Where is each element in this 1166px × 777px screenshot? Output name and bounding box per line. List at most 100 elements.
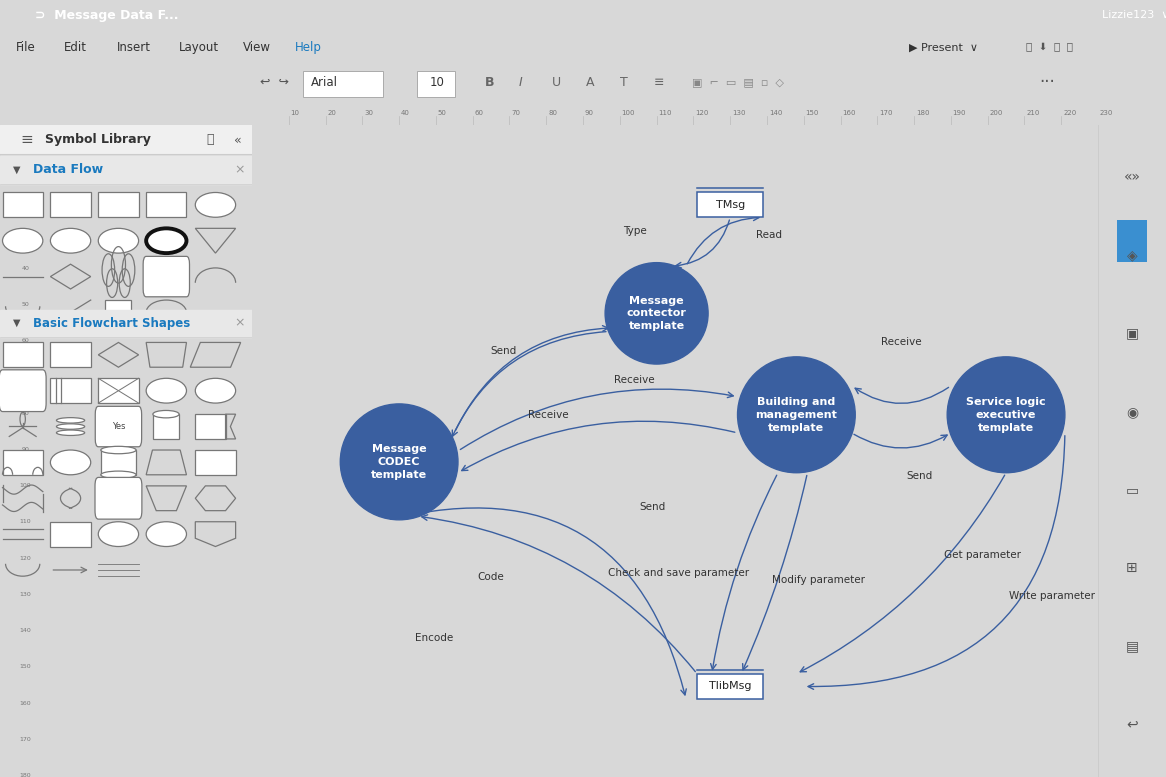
- Text: TMsg: TMsg: [716, 200, 745, 210]
- Text: ◈: ◈: [1126, 249, 1137, 263]
- Text: 50: 50: [437, 110, 447, 116]
- Text: ▣: ▣: [1125, 326, 1138, 340]
- Circle shape: [947, 357, 1065, 472]
- Text: Insert: Insert: [117, 41, 150, 54]
- Text: Data Flow: Data Flow: [33, 163, 103, 176]
- Text: 130: 130: [732, 110, 745, 116]
- FancyBboxPatch shape: [100, 450, 136, 475]
- FancyBboxPatch shape: [50, 343, 91, 368]
- Text: 40: 40: [401, 110, 409, 116]
- FancyBboxPatch shape: [697, 674, 764, 699]
- Ellipse shape: [153, 410, 180, 418]
- FancyBboxPatch shape: [94, 477, 142, 519]
- Circle shape: [738, 357, 855, 472]
- Text: U: U: [553, 75, 562, 89]
- Text: 80: 80: [548, 110, 557, 116]
- FancyBboxPatch shape: [50, 521, 91, 546]
- FancyBboxPatch shape: [143, 256, 190, 297]
- Text: TlibMsg: TlibMsg: [709, 681, 751, 692]
- Text: 30: 30: [21, 230, 29, 235]
- Ellipse shape: [56, 417, 85, 423]
- Ellipse shape: [146, 378, 187, 403]
- Text: ▤: ▤: [1125, 639, 1138, 653]
- Text: View: View: [243, 41, 271, 54]
- Text: Check and save parameter: Check and save parameter: [609, 568, 750, 578]
- Ellipse shape: [56, 423, 85, 429]
- Text: 160: 160: [20, 701, 31, 706]
- Text: «»: «»: [1124, 170, 1140, 184]
- Text: Type: Type: [623, 226, 646, 236]
- Text: Yes: Yes: [112, 422, 125, 431]
- Ellipse shape: [100, 471, 136, 479]
- Bar: [0, 156, 252, 183]
- Text: ×: ×: [234, 163, 245, 176]
- Text: Write parameter: Write parameter: [1009, 591, 1095, 601]
- Text: Modify parameter: Modify parameter: [772, 576, 865, 586]
- Text: Send: Send: [640, 502, 666, 512]
- Text: ◉: ◉: [1126, 405, 1138, 419]
- FancyBboxPatch shape: [303, 71, 384, 97]
- Text: ⊃  Message Data F...: ⊃ Message Data F...: [35, 9, 178, 22]
- Text: «: «: [234, 134, 243, 147]
- Text: ▼: ▼: [13, 165, 20, 175]
- Text: 150: 150: [806, 110, 819, 116]
- Text: 10: 10: [21, 157, 29, 162]
- Text: A: A: [586, 75, 595, 89]
- Circle shape: [340, 404, 458, 520]
- Text: Read: Read: [756, 229, 781, 239]
- Bar: [0, 309, 252, 337]
- Ellipse shape: [98, 521, 139, 546]
- Text: Building and
management
template: Building and management template: [756, 397, 837, 433]
- Text: 110: 110: [20, 520, 31, 524]
- Text: 140: 140: [20, 628, 31, 633]
- Text: I: I: [519, 75, 522, 89]
- Text: 20: 20: [328, 110, 336, 116]
- Text: 90: 90: [21, 447, 29, 452]
- Text: Receive: Receive: [528, 409, 568, 420]
- Text: ···: ···: [1039, 73, 1054, 91]
- Text: ▭: ▭: [1125, 483, 1138, 497]
- Text: 190: 190: [953, 110, 967, 116]
- Ellipse shape: [50, 228, 91, 253]
- Text: ▶ Present  ∨: ▶ Present ∨: [909, 43, 978, 53]
- Text: ▣  ⌐  ▭  ▤  ▫  ◇: ▣ ⌐ ▭ ▤ ▫ ◇: [691, 77, 784, 87]
- Text: 100: 100: [621, 110, 635, 116]
- Text: 180: 180: [20, 773, 31, 777]
- Text: B: B: [485, 75, 494, 89]
- Text: 💾  ⬇  🖨  ⌗: 💾 ⬇ 🖨 ⌗: [1026, 43, 1073, 53]
- Text: Code: Code: [478, 572, 505, 582]
- Ellipse shape: [100, 446, 136, 454]
- FancyBboxPatch shape: [2, 193, 43, 218]
- Text: Arial: Arial: [311, 75, 338, 89]
- FancyBboxPatch shape: [195, 450, 236, 475]
- Text: Service logic
executive
template: Service logic executive template: [967, 397, 1046, 433]
- Text: 110: 110: [659, 110, 672, 116]
- FancyBboxPatch shape: [2, 450, 43, 475]
- Text: 160: 160: [842, 110, 856, 116]
- Text: 90: 90: [585, 110, 593, 116]
- Text: Message
contector
template: Message contector template: [626, 295, 687, 331]
- Circle shape: [605, 263, 708, 364]
- Text: ↩: ↩: [1126, 718, 1138, 732]
- Text: Get parameter: Get parameter: [943, 550, 1020, 560]
- FancyBboxPatch shape: [96, 406, 141, 447]
- FancyBboxPatch shape: [0, 370, 47, 412]
- FancyBboxPatch shape: [417, 71, 455, 97]
- Text: 120: 120: [695, 110, 709, 116]
- Text: 230: 230: [1100, 110, 1114, 116]
- Text: 150: 150: [20, 664, 31, 669]
- Text: 180: 180: [916, 110, 929, 116]
- FancyBboxPatch shape: [697, 192, 764, 218]
- Ellipse shape: [50, 450, 91, 475]
- Text: Layout: Layout: [178, 41, 218, 54]
- Text: 60: 60: [21, 338, 29, 343]
- Ellipse shape: [146, 228, 187, 253]
- Text: 50: 50: [21, 302, 29, 307]
- FancyBboxPatch shape: [50, 378, 91, 403]
- Text: 40: 40: [21, 266, 29, 271]
- Text: Message
CODEC
template: Message CODEC template: [371, 444, 427, 479]
- Text: File: File: [16, 41, 36, 54]
- Ellipse shape: [98, 228, 139, 253]
- FancyBboxPatch shape: [1117, 220, 1147, 262]
- Text: Basic Flowchart Shapes: Basic Flowchart Shapes: [33, 317, 190, 329]
